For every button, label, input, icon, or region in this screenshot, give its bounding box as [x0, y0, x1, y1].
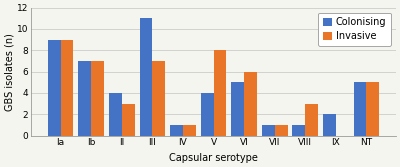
Bar [201, 93, 214, 135]
Bar [91, 61, 104, 135]
Bar [366, 82, 379, 135]
Bar [152, 61, 165, 135]
Bar [262, 125, 275, 135]
Bar [170, 125, 183, 135]
Bar [140, 18, 152, 135]
Bar [244, 72, 257, 135]
Bar [214, 50, 226, 135]
Bar [323, 114, 336, 135]
Bar [292, 125, 305, 135]
Bar [78, 61, 91, 135]
Bar [183, 125, 196, 135]
Bar [305, 104, 318, 135]
Y-axis label: GBS isolates (n): GBS isolates (n) [4, 33, 14, 111]
Bar [48, 40, 61, 135]
Bar [109, 93, 122, 135]
Bar [231, 82, 244, 135]
Bar [354, 82, 366, 135]
Bar [61, 40, 74, 135]
Bar [275, 125, 288, 135]
Bar [122, 104, 135, 135]
X-axis label: Capsular serotype: Capsular serotype [169, 153, 258, 163]
Legend: Colonising, Invasive: Colonising, Invasive [318, 13, 391, 46]
